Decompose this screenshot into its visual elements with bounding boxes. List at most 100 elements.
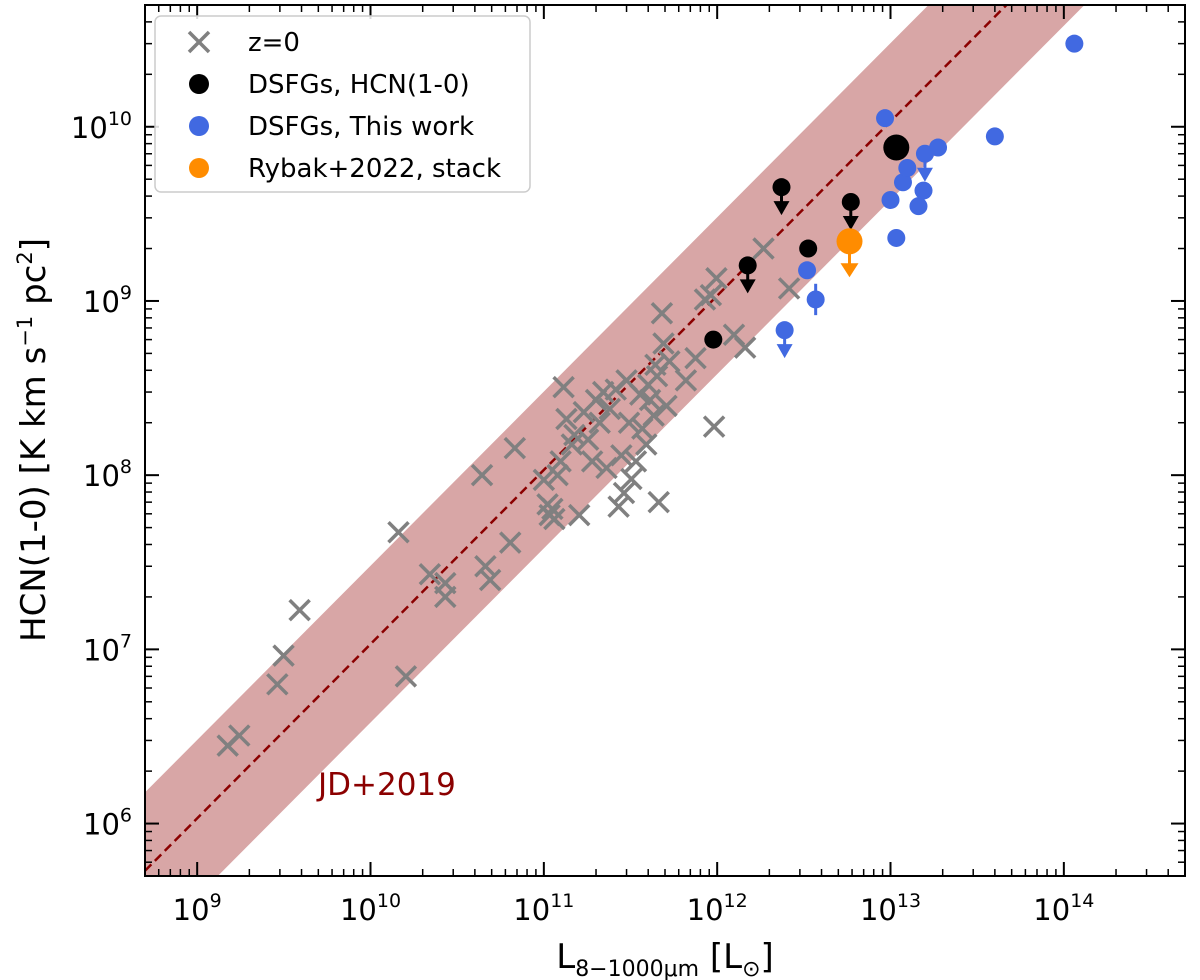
marker-circle (929, 138, 948, 157)
x-marker-stroke (684, 346, 707, 370)
data-point-z0 (266, 673, 289, 696)
data-point-z0 (598, 397, 621, 421)
data-point-z0 (588, 411, 611, 434)
data-point-z0 (228, 724, 251, 747)
relation-annotation: JD+2019 (316, 767, 456, 803)
data-point-z0 (777, 277, 801, 300)
legend-entry: Rybak+2022, stack (189, 154, 501, 184)
data-point-z0 (434, 571, 457, 595)
marker-circle (893, 173, 912, 192)
x-marker-stroke (658, 350, 681, 373)
x-tick-label: 109 (173, 890, 222, 927)
data-point-z0 (702, 415, 726, 438)
data-point-z0 (624, 450, 648, 473)
data-point (914, 181, 933, 200)
marker-circle (798, 261, 817, 280)
marker-circle (898, 158, 917, 177)
jd2019-relation-line (145, 5, 1009, 872)
x-marker-stroke (699, 283, 723, 307)
marker-circle (914, 181, 933, 200)
x-axis-label-unit-close: ] (761, 937, 774, 977)
data-point (806, 283, 825, 316)
data-point-z0 (394, 665, 418, 688)
data-point-z0 (546, 463, 569, 487)
data-point (887, 228, 906, 247)
marker-circle (1065, 34, 1084, 53)
x-marker-stroke (394, 665, 418, 688)
data-point (775, 321, 794, 359)
x-marker-stroke (650, 302, 674, 325)
x-marker-stroke (624, 450, 648, 473)
y-tick-label: 107 (83, 630, 132, 667)
x-marker-stroke (777, 277, 801, 300)
marker-circle (775, 321, 794, 340)
x-marker-stroke (228, 724, 251, 747)
marker-circle (806, 290, 825, 309)
data-point (799, 239, 818, 258)
data-point (704, 330, 723, 349)
x-marker-stroke (647, 490, 670, 514)
upper-limit-arrow (739, 279, 756, 294)
data-point-z0 (610, 444, 633, 467)
legend-marker (187, 30, 211, 54)
x-marker-stroke (644, 353, 667, 377)
data-point (881, 190, 900, 209)
data-point-z0 (499, 531, 522, 554)
x-marker-stroke (549, 450, 572, 473)
x-marker-stroke (615, 369, 638, 392)
data-point-z0 (652, 332, 675, 355)
x-tick-label: 1012 (687, 890, 748, 927)
x-marker-stroke (546, 463, 569, 487)
marker-circle (887, 228, 906, 247)
upper-limit-arrow (773, 201, 790, 216)
x-marker-stroke (705, 267, 728, 290)
data-point-z0 (563, 423, 586, 447)
x-marker-stroke (674, 369, 698, 392)
x-marker-stroke (752, 237, 775, 260)
x-axis-label-unit-open: [L (699, 937, 742, 977)
data-point (929, 138, 948, 157)
marker-circle (909, 197, 928, 216)
data-point-z0 (549, 450, 572, 473)
data-point-z0 (470, 463, 494, 487)
upper-limit-arrow (916, 167, 933, 182)
marker-circle (738, 256, 757, 275)
legend-box (154, 15, 531, 193)
legend-marker (189, 116, 209, 136)
legend-entry: DSFGs, This work (189, 112, 474, 142)
data-point-z0 (288, 598, 311, 622)
x-marker-stroke (552, 375, 575, 399)
legend-label: Rybak+2022, stack (248, 154, 501, 184)
x-marker-stroke (187, 30, 211, 54)
x-marker-stroke (580, 450, 604, 473)
data-point-z0 (617, 411, 641, 434)
x-tick-label: 1010 (340, 890, 401, 927)
y-tick-label: 106 (83, 805, 132, 842)
marker-circle (881, 190, 900, 209)
data-point (836, 228, 863, 278)
x-marker-stroke (576, 428, 600, 451)
marker-circle (876, 109, 895, 128)
data-point-z0 (576, 428, 600, 451)
data-point-z0 (567, 503, 591, 527)
x-marker-stroke (532, 468, 556, 492)
data-point-z0 (474, 555, 497, 578)
x-marker-stroke (620, 467, 643, 491)
data-point (985, 127, 1004, 146)
x-marker-stroke (642, 404, 665, 427)
x-marker-stroke (702, 415, 726, 438)
x-marker-stroke (499, 531, 522, 554)
data-point-z0 (752, 237, 775, 260)
x-marker-stroke (655, 394, 678, 418)
legend-label: DSFGs, HCN(1-0) (248, 70, 470, 100)
data-point (1065, 34, 1084, 53)
data-marks (216, 34, 1084, 757)
data-point-z0 (607, 495, 630, 518)
data-point-z0 (418, 562, 442, 586)
y-axis-label-main: HCN(1-0) [K km s (14, 347, 54, 642)
data-point-z0 (612, 481, 636, 505)
x-marker-stroke (610, 444, 633, 467)
x-marker-stroke (722, 323, 746, 346)
series-z-0 (216, 237, 801, 757)
